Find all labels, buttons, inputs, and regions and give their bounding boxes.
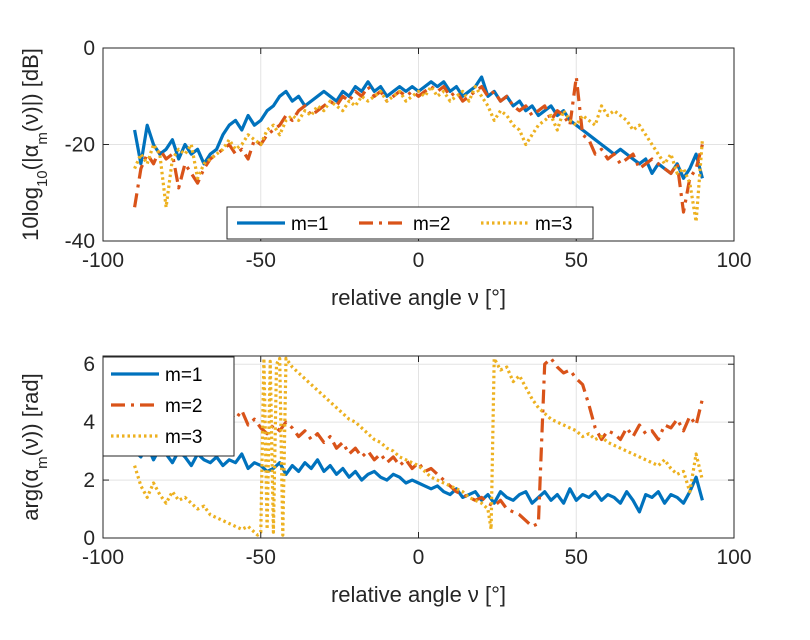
series-line-m-3 [133, 85, 704, 224]
y-tick-label: 0 [83, 527, 95, 550]
x-tick-label: 0 [413, 546, 425, 569]
y-tick-label: 0 [83, 37, 95, 60]
y-tick-label: 2 [83, 469, 95, 492]
y-tick-label: 6 [83, 353, 95, 376]
legend-label: m=3 [535, 214, 573, 235]
x-tick-label: 0 [413, 249, 425, 272]
x-tick-label: 100 [716, 546, 751, 569]
series-line-m-2 [133, 75, 704, 214]
x-tick-label: -100 [82, 546, 124, 569]
series-line-m-3 [133, 356, 704, 537]
x-axis-label: relative angle ν [°] [331, 582, 506, 607]
x-tick-label: -50 [246, 249, 276, 272]
legend-label: m=1 [165, 365, 203, 386]
y-axis-label: 10log10(|αm(ν)|) [dB] [18, 48, 51, 241]
panel-top: -100 -50 0 50 100 0 -20 -40 relative angle ν [°]… [18, 37, 752, 310]
y-axis-label: arg(αm(ν)) [rad] [18, 373, 51, 520]
y-tick-label: -20 [65, 134, 95, 157]
x-tick-label: 50 [565, 546, 588, 569]
legend-label: m=1 [291, 214, 329, 235]
x-tick-label: 50 [565, 249, 588, 272]
x-tick-label: -50 [246, 546, 276, 569]
y-tick-label: 4 [83, 411, 95, 434]
legend: m=1 m=2 m=3 [226, 206, 594, 240]
x-tick-label: -100 [82, 249, 124, 272]
legend-label: m=3 [165, 427, 203, 448]
x-axis-label: relative angle ν [°] [331, 285, 506, 310]
legend: m=1 m=2 m=3 [102, 356, 235, 457]
legend-label: m=2 [165, 396, 203, 417]
series-line-m-1 [133, 443, 704, 514]
y-tick-label: -40 [65, 230, 95, 253]
legend-box [226, 206, 594, 240]
x-tick-label: 100 [716, 249, 751, 272]
panel-bottom: -100 -50 0 50 100 0 2 4 6 relative angle ν [°] arg… [18, 353, 752, 607]
legend-label: m=2 [413, 214, 451, 235]
